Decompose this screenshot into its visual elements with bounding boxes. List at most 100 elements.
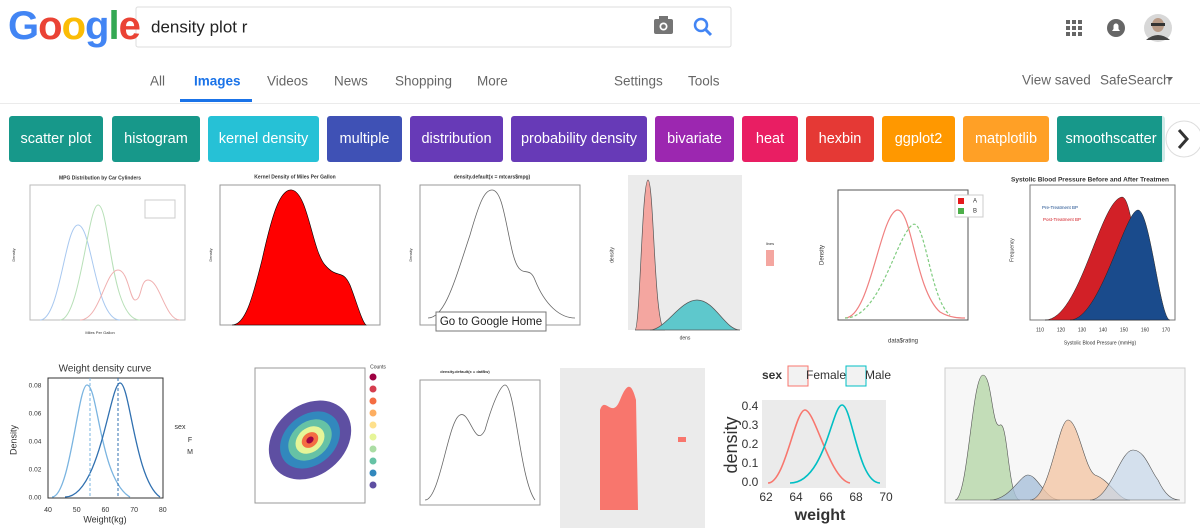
tooltip: Go to Google Home bbox=[440, 316, 542, 328]
search-icon[interactable] bbox=[693, 17, 713, 37]
tooltip-box bbox=[435, 311, 547, 332]
y-tick-label: 0.00 bbox=[29, 495, 42, 502]
curve bbox=[231, 189, 367, 326]
legend-key bbox=[369, 421, 377, 429]
legend-label: M bbox=[187, 449, 193, 456]
hex-density bbox=[306, 436, 314, 444]
thumbnail bbox=[8, 170, 190, 345]
curve bbox=[427, 189, 576, 319]
plot-title: density.default(x = mtcars$mpg) bbox=[454, 174, 531, 180]
legend-key bbox=[369, 409, 377, 417]
x-axis-label: Weight(kg) bbox=[83, 514, 126, 524]
chip[interactable] bbox=[410, 116, 503, 162]
curve bbox=[64, 382, 161, 498]
x-tick-label: 50 bbox=[73, 507, 81, 514]
chip[interactable] bbox=[742, 116, 798, 162]
chip[interactable] bbox=[208, 116, 319, 162]
x-axis-label: data$rating bbox=[888, 339, 918, 345]
chip-label[interactable]: smoothscatter bbox=[1065, 131, 1156, 147]
plot-frame bbox=[29, 184, 186, 321]
curve bbox=[79, 269, 181, 321]
x-tick-label: 140 bbox=[1099, 327, 1108, 333]
chips-next-button[interactable] bbox=[1162, 116, 1200, 162]
search-query[interactable]: density plot r bbox=[151, 17, 248, 36]
y-axis-label: Density bbox=[8, 424, 18, 455]
nav-tab[interactable]: News bbox=[334, 74, 368, 89]
legend-title: Counts bbox=[370, 364, 386, 370]
search-box[interactable] bbox=[135, 6, 732, 48]
avatar[interactable] bbox=[1144, 14, 1172, 42]
nav-tab[interactable]: All bbox=[150, 74, 165, 89]
chip-label[interactable]: hexbin bbox=[819, 131, 862, 147]
nav-tab[interactable]: Videos bbox=[267, 74, 308, 89]
camera-icon[interactable] bbox=[654, 16, 673, 34]
legend-key bbox=[958, 208, 964, 214]
chip[interactable] bbox=[511, 116, 647, 162]
y-tick-label: 0.0 bbox=[742, 475, 759, 489]
chip[interactable] bbox=[112, 116, 200, 162]
chip[interactable] bbox=[882, 116, 955, 162]
legend-key bbox=[766, 250, 774, 266]
nav-tab[interactable]: More bbox=[477, 74, 508, 89]
nav-tab[interactable]: Images bbox=[194, 74, 241, 89]
nav-tab[interactable]: Tools bbox=[688, 74, 720, 89]
chip[interactable] bbox=[1057, 116, 1165, 162]
chip-label[interactable]: ggplot2 bbox=[895, 131, 943, 147]
legend-key bbox=[845, 365, 867, 387]
chip[interactable] bbox=[806, 116, 874, 162]
view-saved-link[interactable]: View saved bbox=[1022, 73, 1091, 88]
chips: scatter plot histogram kernel density multi… bbox=[9, 116, 1165, 162]
chip-label[interactable]: histogram bbox=[124, 131, 188, 147]
chip[interactable] bbox=[9, 116, 103, 162]
thumbnail bbox=[405, 362, 545, 527]
y-tick-label: 0.4 bbox=[742, 399, 759, 413]
nav-tab[interactable]: Shopping bbox=[395, 74, 452, 89]
y-axis-label: Density bbox=[408, 248, 413, 261]
legend-title: lines bbox=[766, 241, 774, 246]
x-axis-label: weight bbox=[794, 507, 846, 524]
chip-label[interactable]: probability density bbox=[521, 131, 638, 147]
chip[interactable] bbox=[655, 116, 734, 162]
plot-title: Systolic Blood Pressure Before and After… bbox=[1011, 177, 1169, 184]
chip-label[interactable]: multiple bbox=[340, 131, 390, 147]
plot-title: MPG Distribution by Car Cylinders bbox=[59, 175, 141, 181]
curve bbox=[1089, 449, 1181, 501]
legend-label: A bbox=[973, 199, 977, 205]
legend-key bbox=[369, 433, 377, 441]
legend-label: Male bbox=[865, 368, 891, 382]
x-tick-label: 110 bbox=[1036, 327, 1044, 333]
y-axis-label: density bbox=[721, 416, 741, 473]
legend-key bbox=[958, 198, 964, 204]
chip-label[interactable]: matplotlib bbox=[975, 131, 1037, 147]
curve bbox=[954, 374, 1021, 501]
chip[interactable] bbox=[963, 116, 1049, 162]
curve bbox=[39, 224, 121, 321]
y-axis-label: Frequency bbox=[1009, 238, 1015, 262]
chip-label[interactable]: heat bbox=[756, 131, 784, 147]
legend-key bbox=[369, 469, 377, 477]
x-tick-label: 66 bbox=[819, 490, 833, 504]
logo[interactable]: Google bbox=[8, 4, 141, 48]
plot-title: Kernel Density of Miles Per Gallon bbox=[254, 174, 335, 180]
y-tick-label: 0.1 bbox=[742, 456, 759, 470]
safesearch-link[interactable]: SafeSearch bbox=[1100, 73, 1171, 88]
legend-label: B bbox=[973, 209, 977, 215]
y-axis-label: Density bbox=[208, 248, 213, 261]
chip-label[interactable]: kernel density bbox=[219, 131, 309, 147]
chip-label[interactable]: distribution bbox=[421, 131, 491, 147]
notifications-icon[interactable] bbox=[1107, 19, 1125, 37]
legend-label: Female bbox=[806, 368, 846, 382]
plot-frame bbox=[47, 377, 164, 499]
curve bbox=[634, 179, 666, 331]
chip-label[interactable]: bivariate bbox=[667, 131, 722, 147]
chip-label[interactable]: scatter plot bbox=[21, 131, 92, 147]
y-tick-label: 0.04 bbox=[29, 439, 42, 446]
chip[interactable] bbox=[327, 116, 402, 162]
nav-tab[interactable]: Settings bbox=[614, 74, 663, 89]
apps-icon[interactable] bbox=[1066, 20, 1082, 36]
y-axis-label: Density bbox=[820, 245, 826, 265]
x-tick-label: 80 bbox=[159, 507, 167, 514]
x-tick-label: 70 bbox=[879, 490, 893, 504]
legend-key bbox=[369, 457, 377, 465]
x-tick-label: 60 bbox=[102, 507, 110, 514]
